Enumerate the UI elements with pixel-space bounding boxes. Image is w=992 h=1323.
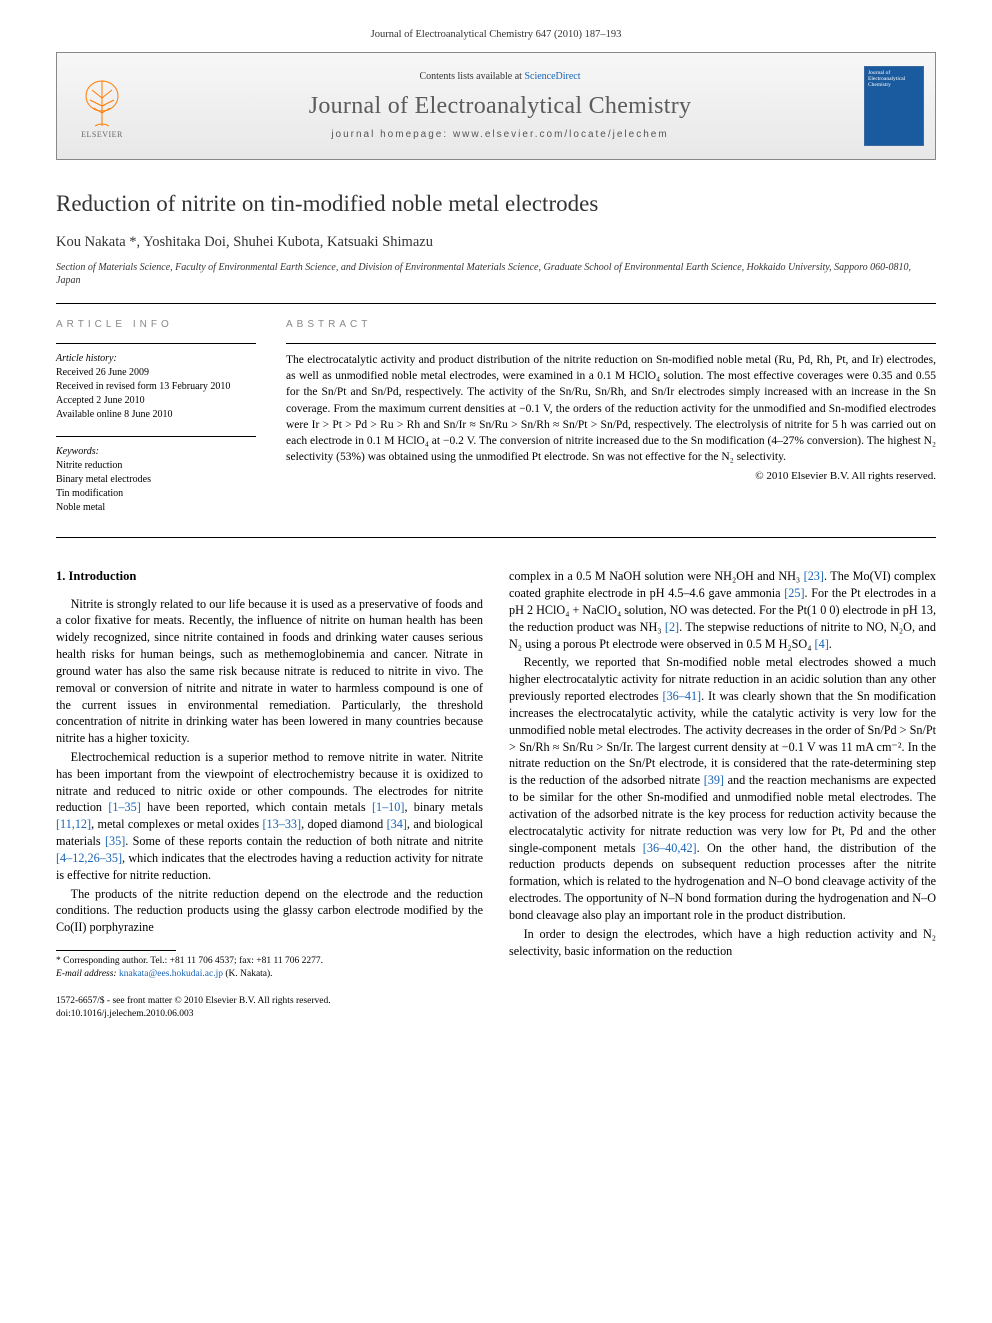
accepted-date: Accepted 2 June 2010 [56, 394, 256, 408]
elsevier-logo: ELSEVIER [74, 71, 130, 141]
citation-link[interactable]: [36–41] [663, 689, 702, 703]
keywords-block: Keywords: Nitrite reduction Binary metal… [56, 445, 256, 515]
section-heading-intro: 1. Introduction [56, 568, 483, 585]
p2c: , binary metals [404, 800, 483, 814]
rule-top [56, 303, 936, 304]
elsevier-tree-icon [80, 78, 124, 128]
info-subrule [56, 343, 256, 344]
citation-link[interactable]: [23] [804, 569, 824, 583]
history-label: Article history: [56, 352, 256, 366]
body-paragraph: Recently, we reported that Sn-modified n… [509, 654, 936, 923]
keywords-label: Keywords: [56, 445, 256, 459]
revised-date: Received in revised form 13 February 201… [56, 380, 256, 394]
cover-thumb-area: Journal of Electroanalytical Chemistry [853, 53, 935, 159]
p3f: . [829, 637, 832, 651]
citation-link[interactable]: [4–12,26–35] [56, 851, 122, 865]
online-date: Available online 8 June 2010 [56, 408, 256, 422]
citation-link[interactable]: [1–10] [372, 800, 405, 814]
info-abstract-row: ARTICLE INFO Article history: Received 2… [56, 318, 936, 530]
abstract-copyright: © 2010 Elsevier B.V. All rights reserved… [286, 469, 936, 484]
citation-link[interactable]: [13–33] [262, 817, 301, 831]
article-title: Reduction of nitrite on tin-modified nob… [56, 188, 936, 219]
contents-available-line: Contents lists available at ScienceDirec… [147, 70, 853, 84]
citation-link[interactable]: [4] [815, 637, 829, 651]
abstract-column: ABSTRACT The electrocatalytic activity a… [286, 318, 936, 530]
info-subrule2 [56, 436, 256, 437]
p2b: have been reported, which contain metals [141, 800, 372, 814]
left-col-footer: * Corresponding author. Tel.: +81 11 706… [56, 950, 483, 1020]
citation-link[interactable]: [11,12] [56, 817, 91, 831]
sciencedirect-link[interactable]: ScienceDirect [524, 71, 580, 82]
abstract-subrule [286, 343, 936, 344]
abstract-label: ABSTRACT [286, 318, 936, 332]
homepage-url[interactable]: www.elsevier.com/locate/jelechem [453, 129, 669, 140]
journal-banner: ELSEVIER Contents lists available at Sci… [56, 52, 936, 160]
received-date: Received 26 June 2009 [56, 366, 256, 380]
publisher-logo-area: ELSEVIER [57, 53, 147, 159]
article-body: 1. Introduction Nitrite is strongly rela… [56, 568, 936, 1020]
keyword: Nitrite reduction [56, 459, 256, 473]
keyword: Binary metal electrodes [56, 473, 256, 487]
body-paragraph: Electrochemical reduction is a superior … [56, 749, 483, 884]
citation-link[interactable]: [34] [387, 817, 407, 831]
article-history: Article history: Received 26 June 2009 R… [56, 352, 256, 422]
contents-prefix: Contents lists available at [419, 71, 524, 82]
corresponding-author: * Corresponding author. Tel.: +81 11 706… [56, 955, 483, 968]
homepage-prefix: journal homepage: [331, 129, 453, 140]
cover-line3: Chemistry [868, 82, 920, 88]
email-line: E-mail address: knakata@ees.hokudai.ac.j… [56, 968, 483, 981]
citation-link[interactable]: [39] [704, 773, 724, 787]
body-paragraph: complex in a 0.5 M NaOH solution were NH… [509, 568, 936, 652]
doi-line: doi:10.1016/j.jelechem.2010.06.003 [56, 1008, 483, 1021]
body-paragraph: Nitrite is strongly related to our life … [56, 596, 483, 747]
body-paragraph: The products of the nitrite reduction de… [56, 886, 483, 936]
footnotes: * Corresponding author. Tel.: +81 11 706… [56, 955, 483, 981]
rule-bottom [56, 537, 936, 538]
front-matter-line: 1572-6657/$ - see front matter © 2010 El… [56, 995, 483, 1008]
affiliation: Section of Materials Science, Faculty of… [56, 261, 936, 287]
running-head: Journal of Electroanalytical Chemistry 6… [56, 28, 936, 42]
body-paragraph: In order to design the electrodes, which… [509, 926, 936, 960]
citation-link[interactable]: [25] [784, 586, 804, 600]
journal-cover-thumbnail: Journal of Electroanalytical Chemistry [864, 66, 924, 146]
email-label: E-mail address: [56, 969, 119, 979]
citation-link[interactable]: [2] [665, 620, 679, 634]
article-info-label: ARTICLE INFO [56, 318, 256, 332]
p3b: complex in a 0.5 M NaOH solution were NH… [509, 569, 804, 583]
citation-link[interactable]: [36–40,42] [643, 841, 697, 855]
publisher-name: ELSEVIER [81, 130, 123, 141]
journal-homepage-line: journal homepage: www.elsevier.com/locat… [147, 128, 853, 142]
journal-name: Journal of Electroanalytical Chemistry [147, 90, 853, 122]
banner-center: Contents lists available at ScienceDirec… [147, 53, 853, 159]
citation-link[interactable]: [35] [105, 834, 125, 848]
article-info-column: ARTICLE INFO Article history: Received 2… [56, 318, 256, 530]
email-link[interactable]: knakata@ees.hokudai.ac.jp [119, 969, 223, 979]
abstract-text: The electrocatalytic activity and produc… [286, 352, 936, 465]
footer-copyright: 1572-6657/$ - see front matter © 2010 El… [56, 995, 483, 1021]
citation-link[interactable]: [1–35] [108, 800, 141, 814]
email-suffix: (K. Nakata). [223, 969, 273, 979]
p2e: , doped diamond [301, 817, 387, 831]
keyword: Noble metal [56, 501, 256, 515]
p2g: . Some of these reports contain the redu… [125, 834, 483, 848]
footnote-separator [56, 950, 176, 951]
p2d: , metal complexes or metal oxides [91, 817, 262, 831]
keyword: Tin modification [56, 487, 256, 501]
authors: Kou Nakata *, Yoshitaka Doi, Shuhei Kubo… [56, 233, 936, 253]
